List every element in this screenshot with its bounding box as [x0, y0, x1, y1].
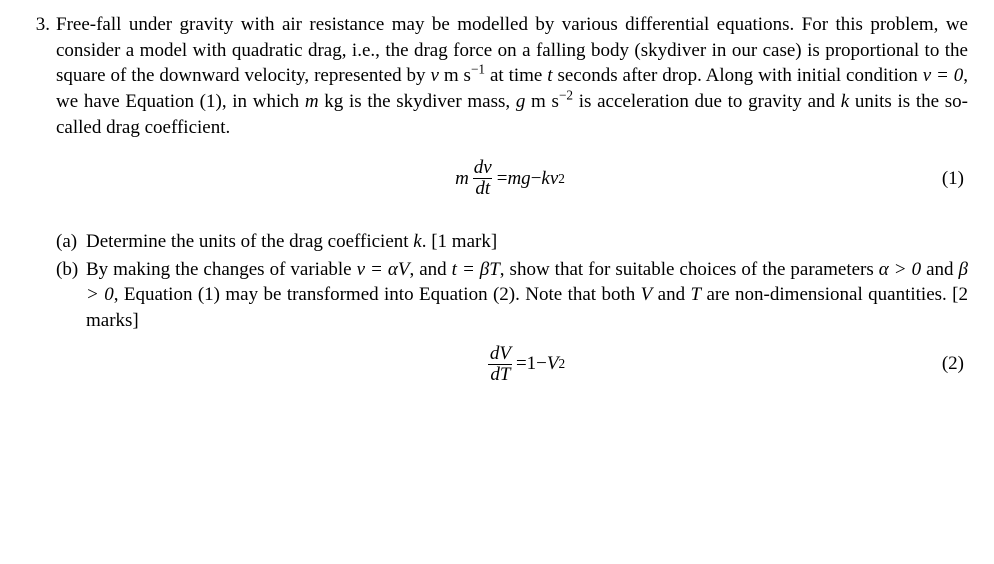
part-b-text: , and: [409, 259, 451, 280]
problem-body: Free-fall under gravity with air resista…: [56, 12, 968, 387]
var-k: k: [413, 231, 421, 252]
equation-2-label: (2): [565, 351, 968, 377]
unit-exp-neg1: −1: [471, 62, 485, 77]
part-b-text: , show that for suitable choices of the …: [500, 259, 879, 280]
eq1-fraction: dv dt: [472, 158, 494, 199]
var-g: g: [516, 91, 526, 112]
part-b-body: By making the changes of variable v = αV…: [86, 257, 968, 385]
eq2-denominator: dT: [488, 364, 512, 385]
equation-2-row: dV dT = 1 − V2 (2): [86, 344, 968, 385]
part-a-label: (a): [56, 229, 86, 255]
problem-number: 3.: [26, 12, 56, 387]
part-a-text: . [1 mark]: [422, 231, 497, 252]
equation-1-label: (1): [565, 166, 968, 192]
intro-text: at time: [485, 65, 547, 86]
change-of-var-1: v = αV: [357, 259, 410, 280]
unit-ms: m s: [439, 65, 471, 86]
unit-ms2: m s: [525, 91, 559, 112]
eq2-numerator: dV: [488, 344, 513, 364]
part-a-text: Determine the units of the drag coeffici…: [86, 231, 413, 252]
eq1-numerator: dv: [472, 158, 494, 178]
part-b: (b) By making the changes of variable v …: [56, 257, 968, 385]
part-a: (a) Determine the units of the drag coef…: [56, 229, 968, 255]
eq1-denominator: dt: [473, 178, 492, 199]
var-capital-t: T: [691, 284, 702, 305]
part-b-text: and: [652, 284, 690, 305]
problem-3: 3. Free-fall under gravity with air resi…: [26, 12, 968, 387]
var-capital-v: V: [641, 284, 653, 305]
equation-1: m dv dt = mg − kv2: [455, 158, 565, 199]
alpha-gt-0: α > 0: [879, 259, 921, 280]
eq1-m: m: [455, 166, 469, 192]
part-b-label: (b): [56, 257, 86, 385]
intro-text: seconds after drop. Along with initial c…: [553, 65, 923, 86]
eq2-one: 1: [527, 351, 537, 377]
problem-intro: Free-fall under gravity with air resista…: [56, 12, 968, 140]
eq1-mg: mg: [507, 166, 530, 192]
part-b-text: , Equation (1) may be transformed into E…: [114, 284, 641, 305]
eq2-fraction: dV dT: [488, 344, 513, 385]
eq2-minus: −: [536, 351, 547, 377]
initial-condition: v = 0: [923, 65, 964, 86]
equation-2: dV dT = 1 − V2: [485, 344, 565, 385]
eq1-minus: −: [531, 166, 542, 192]
var-v: v: [430, 65, 438, 86]
intro-text: is acceleration due to gravity and: [573, 91, 841, 112]
var-m: m: [305, 91, 319, 112]
eq2-equals: =: [516, 351, 527, 377]
page: 3. Free-fall under gravity with air resi…: [0, 0, 994, 387]
sub-parts: (a) Determine the units of the drag coef…: [56, 229, 968, 384]
eq2-v: V: [547, 351, 559, 377]
eq1-equals: =: [497, 166, 508, 192]
eq1-kv: kv: [541, 166, 558, 192]
part-a-body: Determine the units of the drag coeffici…: [86, 229, 968, 255]
var-k: k: [841, 91, 849, 112]
part-b-text: and: [921, 259, 958, 280]
change-of-var-2: t = βT: [452, 259, 500, 280]
unit-exp-neg2: −2: [559, 88, 573, 103]
equation-1-row: m dv dt = mg − kv2 (1): [56, 158, 968, 199]
intro-text: kg is the skydiver mass,: [319, 91, 516, 112]
part-b-text: By making the changes of variable: [86, 259, 357, 280]
